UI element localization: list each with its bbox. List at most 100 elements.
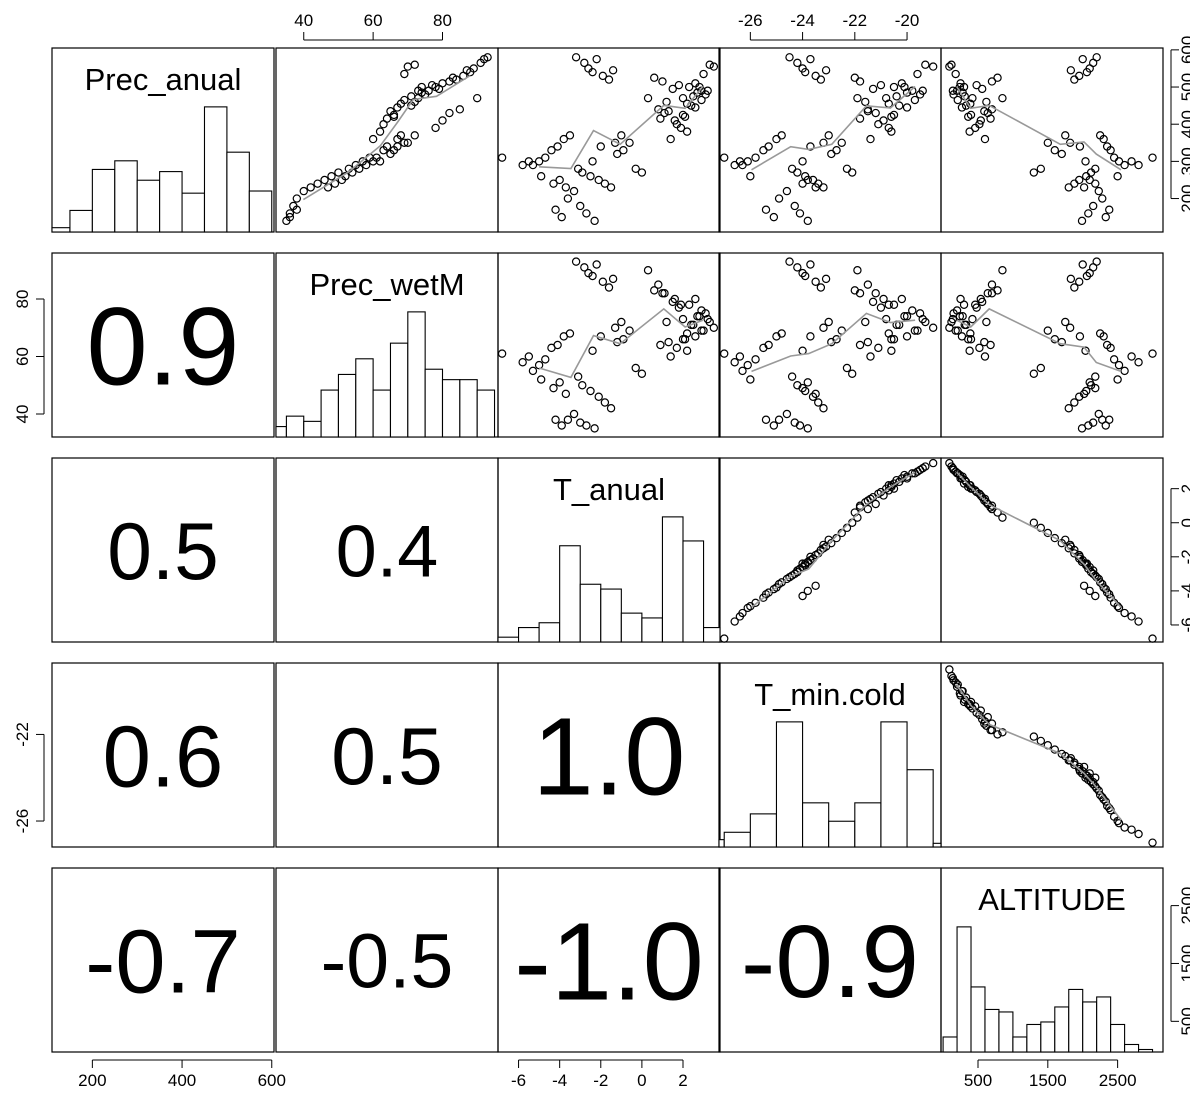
- scatter-point: [427, 80, 437, 90]
- smoother-line: [955, 684, 1122, 821]
- tick-label: 2500: [1178, 887, 1190, 925]
- scatter-point: [972, 80, 981, 90]
- scatter-point: [306, 183, 315, 192]
- scatter-point: [848, 168, 857, 177]
- scatter-point: [695, 312, 704, 321]
- scatter-point: [541, 153, 550, 162]
- histogram-bar: [285, 415, 305, 438]
- scatter-point: [965, 346, 974, 355]
- scatter-point: [956, 294, 965, 304]
- scatter-point: [977, 84, 987, 94]
- scatter-point: [889, 110, 899, 120]
- smoother-line: [955, 86, 1122, 171]
- scatter-point: [902, 312, 912, 321]
- scatter-point: [902, 332, 912, 341]
- histogram-bar: [1026, 1023, 1042, 1053]
- scatter-point: [1036, 363, 1046, 373]
- histogram-bar: [91, 168, 116, 233]
- scatter-point: [759, 343, 768, 353]
- scatter-point: [1088, 201, 1098, 211]
- scatter-point: [782, 409, 792, 419]
- scatter-point: [968, 93, 977, 103]
- scatter-point: [955, 312, 965, 321]
- scatter-point: [949, 90, 958, 99]
- scatter-point: [787, 372, 797, 381]
- scatter-point: [993, 286, 1002, 295]
- scatter-point: [738, 366, 747, 376]
- scatter-point: [806, 332, 815, 341]
- scatter-point: [980, 352, 990, 361]
- y-axis-right-t-anual: -6 -4 -2 0 2: [1170, 484, 1190, 633]
- scatter-point: [1078, 260, 1087, 269]
- scatter-point: [1075, 142, 1085, 151]
- scatter-point: [918, 314, 927, 324]
- scatter-point: [1036, 164, 1046, 174]
- scatter-point: [902, 103, 912, 112]
- scatter-point: [1091, 372, 1100, 381]
- scatter-point: [879, 294, 888, 304]
- histogram-bar: [275, 426, 287, 438]
- scatter-point: [368, 134, 378, 144]
- scatter-point: [1085, 769, 1094, 778]
- histogram-bar: [661, 516, 684, 643]
- scatter-point: [563, 194, 573, 203]
- scatter-point: [735, 352, 745, 361]
- scatter-point: [832, 335, 841, 344]
- scatter-point: [787, 164, 797, 174]
- scatter-point: [918, 464, 927, 473]
- histogram-bar: [538, 622, 561, 643]
- scatter-point: [957, 103, 967, 112]
- scatter-point: [410, 60, 419, 69]
- scatter-panel-altitude-vs-prec-wetm: [945, 257, 1157, 433]
- scatter-point: [1070, 760, 1079, 769]
- scatter-point: [578, 381, 587, 390]
- histogram-bar: [970, 986, 986, 1053]
- tick-label: -26: [738, 11, 763, 30]
- x-axis-top-t-min-cold: -26 -24 -22 -20: [738, 11, 919, 41]
- panel-frame-r2-c0: [51, 457, 275, 643]
- scatter-point: [928, 62, 938, 71]
- scatter-point: [393, 142, 402, 151]
- histogram-bar: [69, 209, 93, 233]
- histogram-bar: [1096, 996, 1112, 1053]
- scatter-point: [534, 360, 544, 370]
- scatter-point: [557, 212, 566, 222]
- tick-label: 500: [964, 1071, 992, 1090]
- scatter-point: [528, 366, 538, 376]
- scatter-point: [821, 274, 831, 284]
- scatter-point: [968, 314, 977, 324]
- scatter-point: [682, 99, 692, 108]
- histogram-bar: [956, 926, 972, 1053]
- scatter-panel-t-min-cold-vs-t-anual: [720, 458, 938, 643]
- scatter-point: [1127, 612, 1136, 621]
- scatter-point: [604, 283, 614, 292]
- y-axis-left-t-min-cold: -26 -22: [13, 722, 45, 833]
- scatter-point: [617, 131, 626, 140]
- scatter-point: [497, 153, 507, 162]
- scatter-point: [656, 340, 665, 350]
- scatter-point: [1029, 732, 1039, 741]
- histogram-altitude: [942, 926, 1154, 1053]
- scatter-point: [816, 283, 826, 292]
- scatter-point: [785, 53, 794, 62]
- histogram-prec-anual: [51, 106, 273, 233]
- scatter-point: [1091, 591, 1100, 601]
- scatter-point: [588, 346, 597, 355]
- scatter-point: [811, 389, 820, 399]
- scatter-point: [1075, 277, 1084, 286]
- tick-label: -22: [13, 722, 32, 747]
- scatter-point: [769, 212, 779, 222]
- scatter-point: [913, 326, 922, 335]
- x-axis-top-prec-wetm: 40 60 80: [294, 11, 452, 41]
- scatter-point: [772, 134, 781, 144]
- panel-frame-r3-c4: [940, 662, 1164, 848]
- scatter-point: [965, 127, 974, 136]
- scatter-point: [798, 346, 807, 355]
- scatter-point: [966, 702, 975, 711]
- scatter-point: [993, 73, 1002, 82]
- scatter-point: [1106, 146, 1115, 155]
- scatter-point: [863, 504, 873, 514]
- scatter-point: [1094, 786, 1103, 795]
- scatter-point: [580, 263, 589, 272]
- scatter-point: [1066, 274, 1076, 284]
